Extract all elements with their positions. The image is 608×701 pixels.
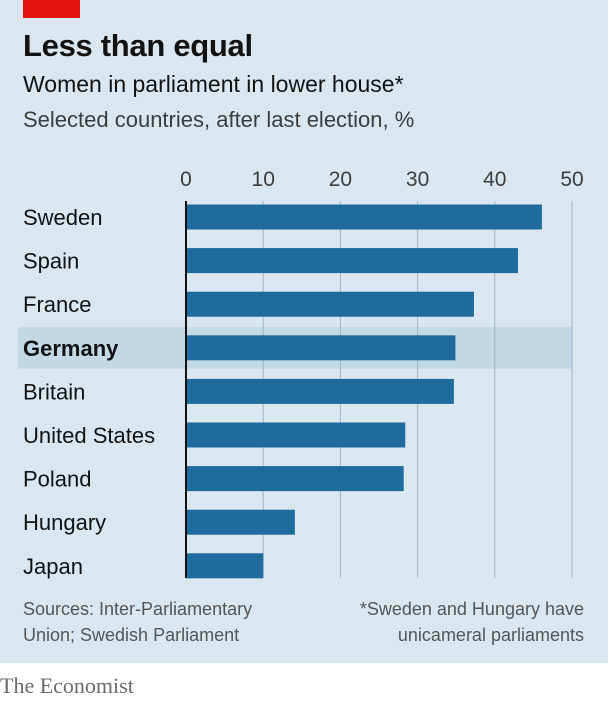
x-tick-label: 10 bbox=[252, 168, 275, 191]
bar bbox=[186, 378, 454, 404]
bar bbox=[186, 335, 456, 361]
category-label: United States bbox=[23, 423, 155, 448]
chart-subtitle: Women in parliament in lower house* bbox=[23, 71, 404, 97]
category-label: Spain bbox=[23, 249, 79, 274]
footnote-line-1: *Sweden and Hungary have bbox=[359, 599, 584, 619]
bar bbox=[186, 422, 406, 448]
category-label: Britain bbox=[23, 379, 85, 404]
chart-units-note: Selected countries, after last election,… bbox=[23, 107, 415, 132]
category-label: France bbox=[23, 292, 91, 317]
bar bbox=[186, 553, 264, 579]
source-line-2: Union; Swedish Parliament bbox=[23, 625, 240, 645]
brand-red-tag bbox=[23, 0, 80, 18]
bar bbox=[186, 248, 518, 274]
chart-title: Less than equal bbox=[23, 28, 253, 63]
category-label: Japan bbox=[23, 554, 83, 579]
x-tick-label: 30 bbox=[406, 168, 429, 191]
category-label: Germany bbox=[23, 336, 119, 361]
publisher-logo: The Economist bbox=[0, 673, 134, 698]
x-tick-label: 0 bbox=[180, 168, 192, 191]
category-label: Hungary bbox=[23, 510, 106, 535]
category-label: Poland bbox=[23, 467, 92, 492]
footnote-line-2: unicameral parliaments bbox=[397, 625, 584, 645]
source-line-1: Sources: Inter-Parliamentary bbox=[23, 599, 253, 619]
bar-chart: 0 10 20 30 40 50 Sweden Spain France Germany Brita… bbox=[18, 168, 584, 579]
x-tick-label: 20 bbox=[329, 168, 352, 191]
x-tick-label: 50 bbox=[560, 168, 583, 191]
category-label: Sweden bbox=[23, 205, 103, 230]
x-tick-label: 40 bbox=[483, 168, 506, 191]
bar bbox=[186, 466, 404, 492]
source-note: Sources: Inter-Parliamentary Union; Swed… bbox=[23, 596, 252, 648]
bar bbox=[186, 291, 474, 317]
footnote: *Sweden and Hungary have unicameral parl… bbox=[360, 596, 584, 648]
bar bbox=[186, 509, 295, 535]
bar bbox=[186, 204, 542, 230]
